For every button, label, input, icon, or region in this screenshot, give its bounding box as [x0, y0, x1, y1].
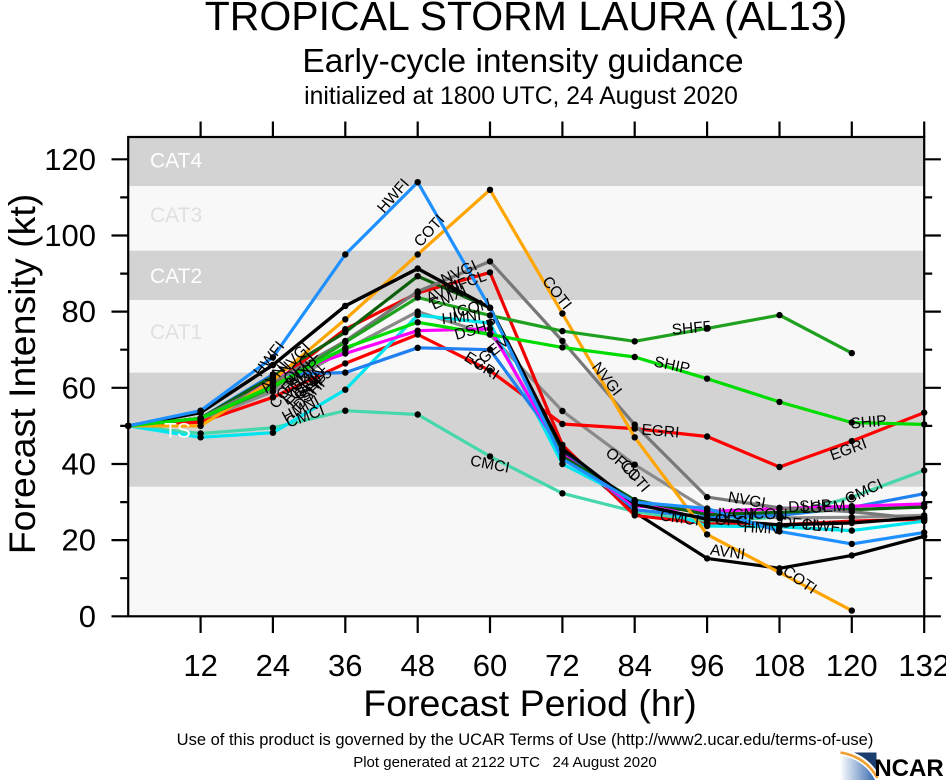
svg-text:ICON: ICON — [748, 505, 787, 523]
svg-text:HWFI: HWFI — [804, 516, 845, 537]
svg-text:NVGI: NVGI — [727, 489, 767, 512]
svg-text:TS: TS — [164, 420, 191, 443]
svg-text:SHIP: SHIP — [850, 412, 888, 432]
svg-text:40: 40 — [62, 447, 96, 482]
svg-text:120: 120 — [44, 142, 96, 177]
svg-text:0: 0 — [79, 599, 96, 634]
svg-text:Early-cycle intensity guidance: Early-cycle intensity guidance — [302, 43, 743, 80]
svg-text:CAT1: CAT1 — [150, 321, 202, 344]
svg-text:Forecast Intensity (kt): Forecast Intensity (kt) — [1, 194, 43, 555]
svg-text:DSHP: DSHP — [788, 497, 832, 516]
svg-text:Forecast Period (hr): Forecast Period (hr) — [363, 682, 696, 724]
svg-text:EGRI: EGRI — [641, 421, 680, 441]
svg-text:HMNI: HMNI — [743, 519, 783, 538]
svg-text:CAT2: CAT2 — [150, 265, 202, 288]
svg-text:IVCN: IVCN — [717, 505, 755, 523]
svg-text:AVNI: AVNI — [709, 542, 746, 564]
svg-text:60: 60 — [473, 648, 507, 683]
svg-text:CAT4: CAT4 — [150, 150, 202, 173]
svg-text:20: 20 — [62, 523, 96, 558]
svg-text:100: 100 — [44, 218, 96, 253]
svg-text:80: 80 — [62, 294, 96, 329]
svg-text:HMNI: HMNI — [441, 307, 482, 328]
svg-text:TROPICAL STORM LAURA (AL13): TROPICAL STORM LAURA (AL13) — [205, 0, 848, 39]
svg-text:120: 120 — [826, 648, 878, 683]
svg-text:CAT3: CAT3 — [150, 204, 202, 227]
svg-text:Use of this product is governe: Use of this product is governed by the U… — [177, 731, 874, 749]
svg-text:108: 108 — [754, 648, 806, 683]
svg-text:12: 12 — [183, 648, 217, 683]
svg-text:96: 96 — [690, 648, 724, 683]
svg-text:84: 84 — [617, 648, 651, 683]
svg-text:OFCL: OFCL — [714, 511, 757, 532]
svg-text:NCAR: NCAR — [874, 755, 943, 780]
svg-text:60: 60 — [62, 370, 96, 405]
svg-text:Plot generated at 2122 UTC 2: Plot generated at 2122 UTC 24 August 202… — [353, 754, 657, 771]
svg-text:36: 36 — [328, 648, 362, 683]
svg-text:24: 24 — [256, 648, 290, 683]
svg-text:initialized at 1800 UTC, 24 Au: initialized at 1800 UTC, 24 August 2020 — [304, 83, 738, 110]
svg-text:LGEM: LGEM — [801, 498, 846, 517]
svg-text:132: 132 — [898, 648, 946, 683]
svg-text:CMCI: CMCI — [659, 507, 701, 529]
svg-text:72: 72 — [545, 648, 579, 683]
svg-text:48: 48 — [400, 648, 434, 683]
svg-text:OFCL: OFCL — [779, 514, 822, 535]
svg-text:SHF5: SHF5 — [671, 318, 712, 338]
